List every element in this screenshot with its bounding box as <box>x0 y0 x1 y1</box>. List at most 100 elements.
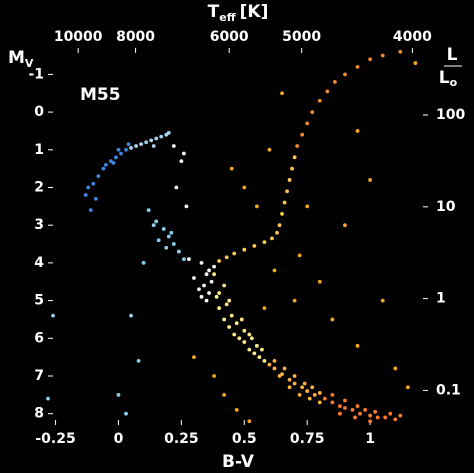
star-point <box>249 336 254 341</box>
y-tick-label: 1 <box>34 142 44 158</box>
star-point <box>242 340 247 344</box>
star-point <box>217 259 222 263</box>
star-point <box>292 298 297 303</box>
star-point <box>146 208 151 213</box>
y-tick-label: 3 <box>34 217 44 233</box>
star-point <box>262 240 267 245</box>
star-point <box>229 313 234 318</box>
star-point <box>262 306 267 311</box>
star-point <box>330 400 335 405</box>
star-point <box>224 255 229 260</box>
y-label-main: M <box>8 48 25 68</box>
star-point <box>166 234 171 239</box>
star-point <box>375 415 380 420</box>
star-point <box>312 392 317 397</box>
star-point <box>290 166 295 171</box>
x2-label-sub: eff <box>219 11 235 24</box>
x-tick-label: 0.75 <box>290 431 325 447</box>
star-point <box>330 317 335 322</box>
star-point <box>176 249 181 254</box>
y-tick-label: 6 <box>34 330 44 346</box>
star-point <box>234 321 239 326</box>
star-point <box>305 389 310 393</box>
star-point <box>383 415 388 420</box>
star-point <box>350 408 355 412</box>
star-point <box>129 313 133 318</box>
x-axis-label: B-V <box>222 452 255 472</box>
star-point <box>199 294 204 299</box>
star-point <box>322 396 327 401</box>
star-point <box>393 366 398 371</box>
star-point <box>380 53 385 58</box>
star-point <box>398 413 403 418</box>
star-point <box>207 268 211 273</box>
star-point <box>151 144 156 148</box>
star-point <box>184 204 189 209</box>
x-tick-label: 0.25 <box>164 431 199 447</box>
y2-label-denominator: Lo <box>439 68 458 89</box>
star-point <box>139 142 144 147</box>
annotation: M55 <box>80 85 121 105</box>
star-point <box>317 391 322 395</box>
star-point <box>267 147 272 152</box>
star-point <box>277 223 282 228</box>
star-point <box>212 264 216 269</box>
x-tick-label: 0.5 <box>232 431 257 447</box>
star-point <box>227 298 232 303</box>
star-point <box>388 411 393 416</box>
star-point <box>204 272 209 277</box>
star-point <box>247 332 252 337</box>
star-point <box>202 283 206 288</box>
star-point <box>272 359 277 363</box>
star-point <box>129 146 133 150</box>
star-point <box>262 359 267 363</box>
star-point <box>272 366 277 371</box>
star-point <box>287 377 292 382</box>
y-tick-label: -1 <box>28 66 44 82</box>
star-point <box>166 130 171 135</box>
star-point <box>171 242 176 246</box>
x-tick-label: 0 <box>114 431 124 447</box>
star-point <box>93 196 98 201</box>
star-point <box>86 185 91 190</box>
x2-label-unit: [K] <box>240 2 269 22</box>
star-point <box>187 257 191 262</box>
star-point <box>252 244 257 248</box>
star-point <box>116 392 121 397</box>
star-point <box>204 298 209 303</box>
star-point <box>136 359 141 363</box>
star-point <box>254 204 259 209</box>
star-point <box>413 61 418 65</box>
star-point <box>292 381 297 386</box>
star-point <box>154 136 159 141</box>
star-point <box>83 193 88 197</box>
star-point <box>51 313 55 318</box>
star-point <box>114 155 118 160</box>
y2-tick-label: 10 <box>436 199 456 215</box>
star-point <box>232 251 237 256</box>
star-point <box>355 343 360 348</box>
star-point <box>124 147 128 152</box>
star-point <box>330 392 335 397</box>
x2-tick-label: 8000 <box>116 29 155 45</box>
star-point <box>405 385 410 390</box>
star-point <box>287 178 292 182</box>
star-point <box>355 64 360 69</box>
star-point <box>343 406 347 410</box>
y-tick-label: 0 <box>34 104 44 120</box>
star-point <box>111 161 116 165</box>
star-point <box>242 185 247 190</box>
y2-tick-label: 1 <box>436 291 446 307</box>
star-point <box>126 142 131 147</box>
star-point <box>212 272 216 277</box>
star-point <box>332 80 337 84</box>
star-point <box>192 276 196 280</box>
star-point <box>169 230 174 235</box>
star-point <box>124 411 128 416</box>
star-point <box>305 121 310 126</box>
x2-axis-label: Teff [K] <box>208 2 269 24</box>
star-point <box>297 253 302 258</box>
star-point <box>280 91 284 96</box>
y-tick-label: 5 <box>34 293 44 309</box>
